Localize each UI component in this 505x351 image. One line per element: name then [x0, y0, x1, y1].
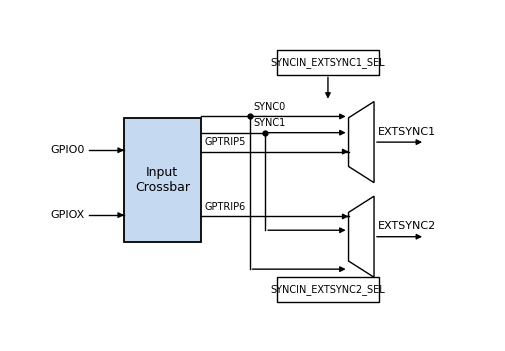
Text: SYNCIN_EXTSYNC2_SEL: SYNCIN_EXTSYNC2_SEL	[270, 284, 385, 295]
Polygon shape	[348, 196, 373, 277]
Text: SYNC1: SYNC1	[253, 118, 285, 128]
Polygon shape	[348, 101, 373, 183]
Text: GPTRIP6: GPTRIP6	[204, 201, 245, 212]
Text: EXTSYNC2: EXTSYNC2	[377, 221, 435, 231]
Text: SYNC0: SYNC0	[253, 101, 285, 112]
Text: GPIO0: GPIO0	[50, 145, 85, 155]
FancyBboxPatch shape	[276, 50, 378, 74]
FancyBboxPatch shape	[276, 277, 378, 302]
Text: GPTRIP5: GPTRIP5	[204, 137, 245, 147]
Text: EXTSYNC1: EXTSYNC1	[377, 127, 435, 137]
Text: SYNCIN_EXTSYNC1_SEL: SYNCIN_EXTSYNC1_SEL	[270, 57, 384, 68]
Text: GPIOX: GPIOX	[50, 210, 85, 220]
Text: Input
Crossbar: Input Crossbar	[134, 166, 189, 194]
FancyBboxPatch shape	[124, 118, 200, 242]
